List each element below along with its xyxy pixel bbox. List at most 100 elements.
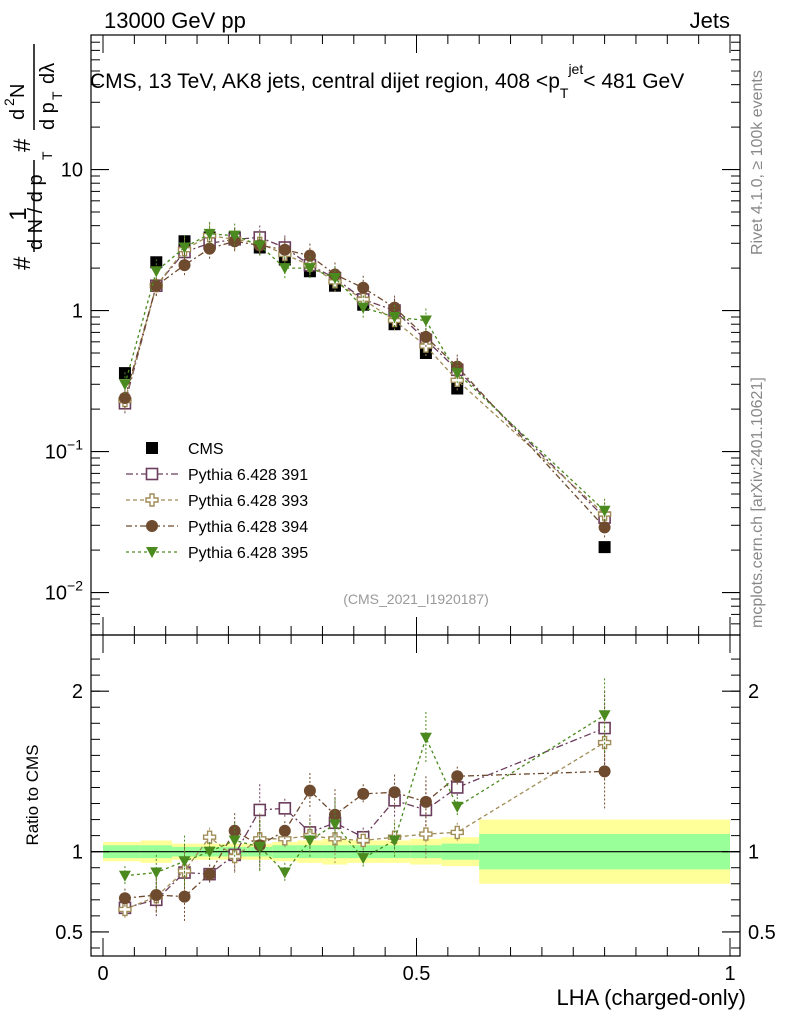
- legend-label: Pythia 6.428 393: [188, 493, 308, 510]
- ratio-ytick-label: 1: [72, 842, 83, 864]
- ratio-point: [356, 833, 370, 848]
- ratio-point: [118, 902, 132, 917]
- x-axis-label: LHA (charged-only): [556, 985, 746, 1010]
- chart-title: CMS, 13 TeV, AK8 jets, central dijet reg…: [90, 61, 684, 101]
- legend-marker: [145, 467, 159, 481]
- header-left: 13000 GeV pp: [104, 8, 246, 33]
- ratio-point: [278, 867, 291, 879]
- ratio-point: [278, 824, 291, 837]
- main-series: [118, 221, 612, 554]
- ratio-xtick-label: 0: [97, 963, 108, 985]
- ratio-series-2: [118, 734, 611, 923]
- ratio-point: [118, 870, 131, 882]
- ratio-point: [419, 827, 433, 841]
- ratio-point: [450, 825, 464, 840]
- main-point: [419, 330, 432, 343]
- legend-label: Pythia 6.428 395: [188, 545, 308, 562]
- svg-text:d p: d p: [37, 102, 59, 130]
- main-point: [328, 273, 341, 285]
- main-point: [419, 315, 432, 327]
- ratio-point: [303, 784, 316, 797]
- main-point: [203, 228, 216, 240]
- analysis-id: (CMS_2021_I1920187): [343, 591, 489, 607]
- legend-marker: [146, 520, 158, 532]
- main-ytick-label: 10−1: [45, 437, 83, 464]
- main-point: [598, 541, 611, 554]
- main-point: [388, 312, 401, 324]
- svg-text:2: 2: [1, 98, 17, 106]
- legend-marker: [146, 442, 158, 454]
- main-point: [357, 302, 370, 314]
- ratio-series-line: [124, 714, 605, 877]
- ratio-xtick-label: 0.5: [403, 963, 431, 985]
- ratio-ytick-label-right: 0.5: [748, 922, 776, 944]
- ratio-point: [451, 770, 464, 783]
- ratio-point: [451, 801, 464, 813]
- ratio-point: [419, 795, 432, 808]
- ratio-point: [228, 835, 241, 847]
- ratio-point: [419, 732, 432, 744]
- svg-text:T: T: [49, 91, 65, 100]
- axes-ticks: 10−2 10−1 1 10 0 0.5 1 0.5 0.5 1 1 2 2: [45, 34, 776, 985]
- main-point: [450, 373, 464, 388]
- main-point: [178, 242, 191, 254]
- main-point: [278, 263, 291, 275]
- ratio-series-1: [118, 705, 612, 920]
- ratio-point: [278, 802, 292, 815]
- ratio-ytick-label-right: 1: [748, 842, 759, 864]
- ratio-point: [178, 890, 191, 903]
- ratio-series-3: [118, 678, 611, 891]
- ratio-point: [388, 786, 401, 799]
- ratio-point: [357, 787, 370, 800]
- legend-item: Pythia 6.428 394: [126, 519, 308, 536]
- main-point: [203, 242, 216, 255]
- main-point: [253, 240, 266, 252]
- main-point: [118, 391, 131, 404]
- ratio-point: [150, 867, 163, 879]
- main-y-label: # 1 d N / d p T # d 2 N d p T dλ: [1, 44, 65, 270]
- main-point: [150, 266, 163, 278]
- main-point: [178, 259, 191, 272]
- ratio-point: [203, 868, 216, 881]
- legend-label: Pythia 6.428 391: [188, 467, 308, 484]
- legend-label: Pythia 6.428 394: [188, 519, 308, 536]
- main-point: [598, 521, 611, 534]
- mcplots-source-label: mcplots.cern.ch [arXiv:2401.10621]: [749, 377, 766, 628]
- main-point: [419, 346, 432, 359]
- main-ytick-label: 10: [61, 160, 83, 182]
- ratio-ytick-label-right: 2: [748, 681, 759, 703]
- rivet-version-label: Rivet 4.1.0, ≥ 100k events: [749, 70, 766, 255]
- ylabel-num: 1: [5, 207, 32, 220]
- main-point: [150, 279, 163, 292]
- main-point: [598, 505, 611, 517]
- ratio-point: [598, 765, 611, 778]
- svg-text:N: N: [7, 84, 29, 98]
- ratio-xtick-label: 1: [724, 963, 735, 985]
- ratio-y-label: Ratio to CMS: [23, 744, 42, 845]
- ratio-series: [118, 678, 612, 923]
- ratio-point: [118, 892, 131, 905]
- ratio-ytick-label: 0.5: [55, 922, 83, 944]
- svg-text:d: d: [7, 109, 29, 120]
- main-point: [451, 368, 464, 380]
- main-point: [278, 243, 291, 256]
- legend-item: Pythia 6.428 393: [126, 493, 308, 510]
- main-point: [303, 249, 316, 262]
- ratio-point: [303, 835, 316, 847]
- legend-marker: [145, 493, 159, 507]
- legend-item: Pythia 6.428 391: [126, 467, 308, 484]
- main-point: [228, 230, 241, 242]
- svg-text:#: #: [9, 138, 36, 152]
- header-right: Jets: [690, 8, 730, 33]
- main-point: [303, 263, 316, 275]
- legend-marker: [146, 547, 158, 558]
- ratio-point: [598, 710, 611, 722]
- ratio-point: [178, 856, 191, 868]
- main-point: [357, 281, 370, 294]
- ratio-point: [203, 846, 216, 858]
- ratio-point: [150, 889, 163, 902]
- ratio-ytick-label: 2: [72, 681, 83, 703]
- svg-text:dλ: dλ: [37, 63, 59, 84]
- svg-text:T: T: [39, 151, 55, 160]
- main-ytick-label: 1: [72, 301, 83, 323]
